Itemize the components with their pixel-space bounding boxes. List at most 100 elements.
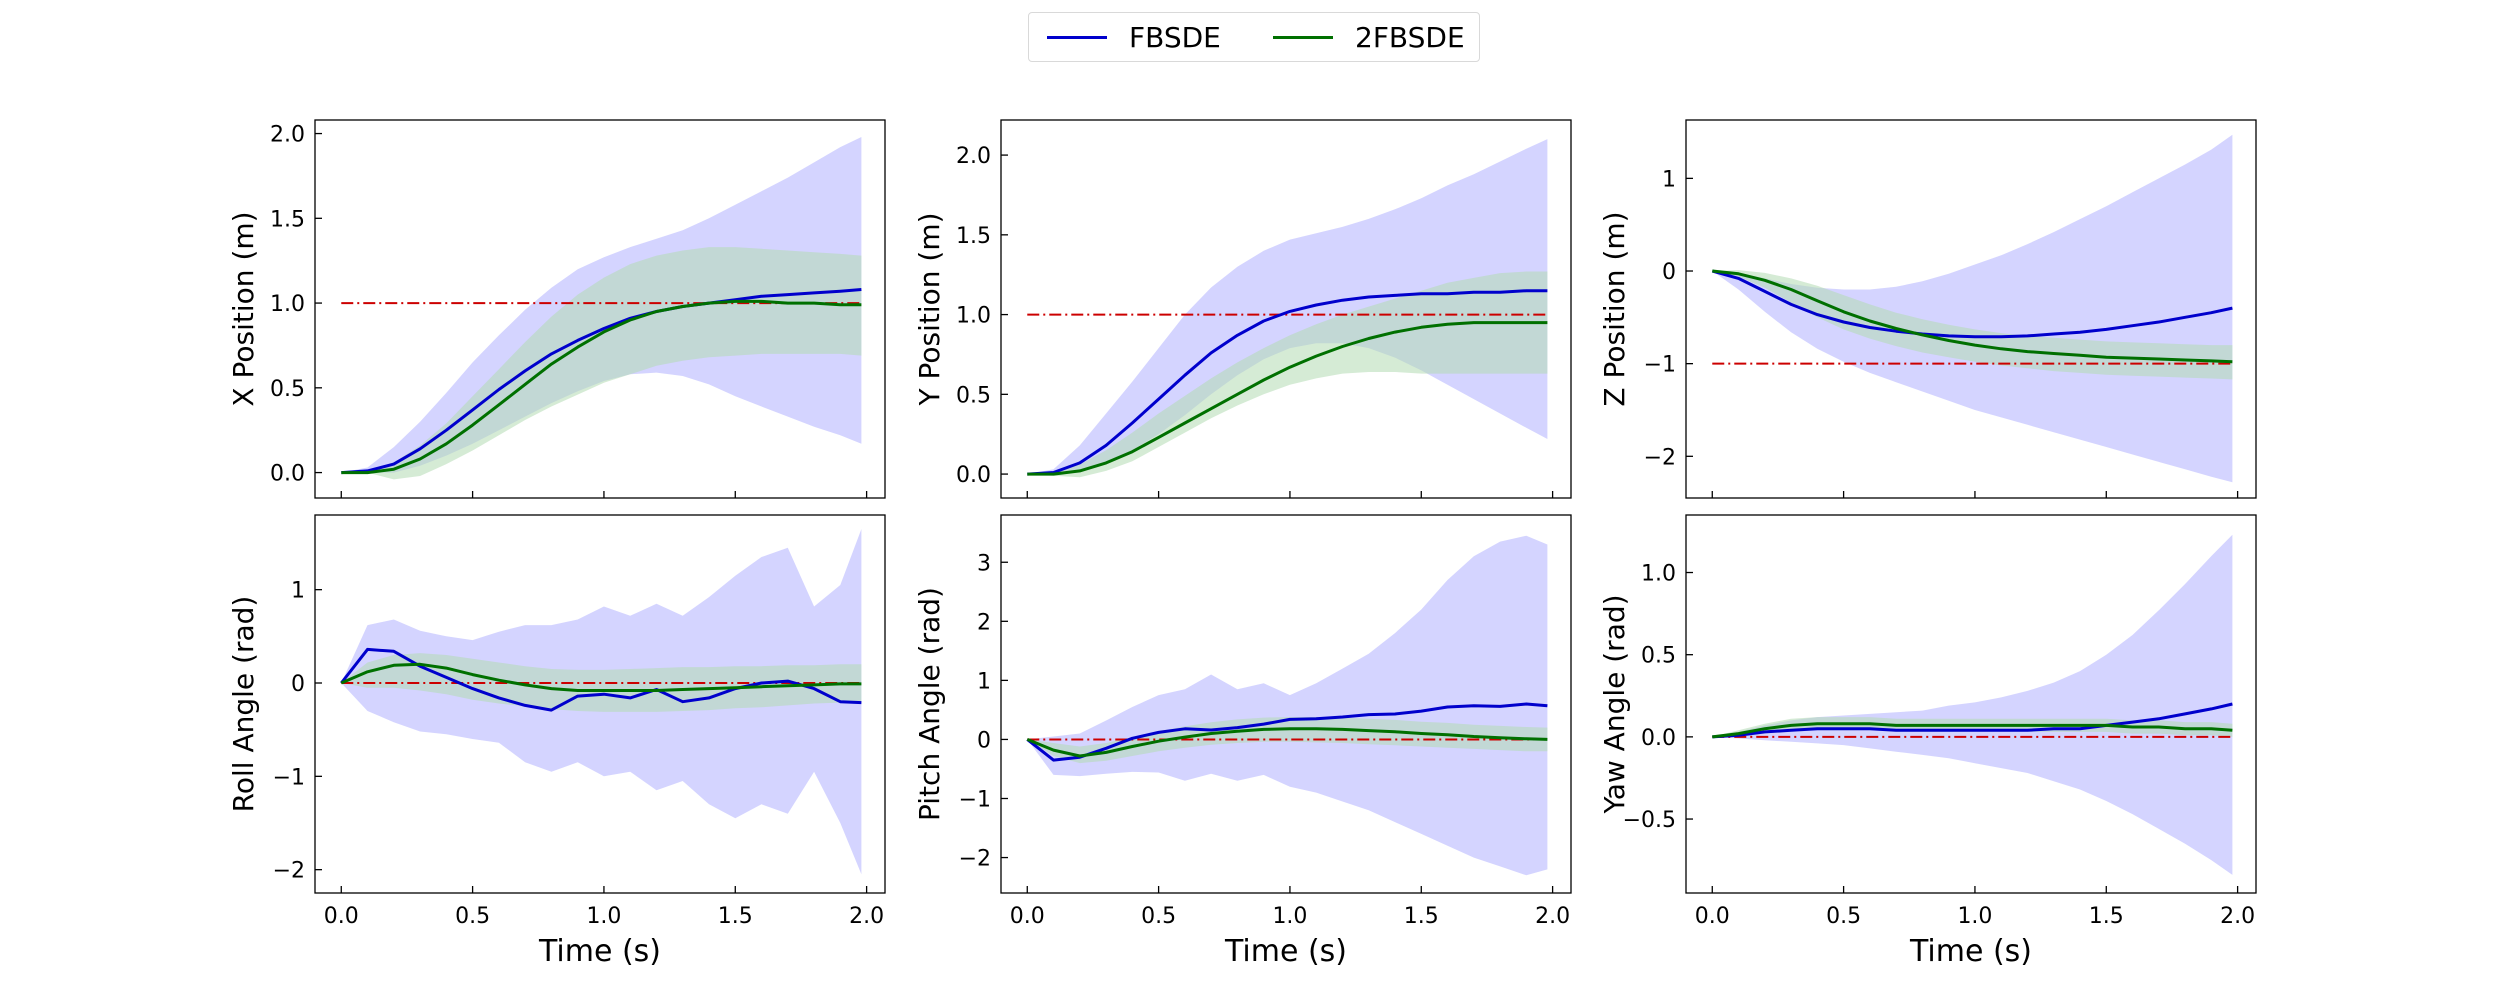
axes-frame xyxy=(1000,514,1572,894)
subplot-1: 0.0 0.5 1.0 1.5 2.0 X Position (m) xyxy=(227,119,886,499)
series-line-fbsde xyxy=(1026,702,1548,762)
legend: FBSDE 2FBSDE xyxy=(1028,12,1480,62)
subplot-6: 0.0 0.5 1.0 1.5 2.0 −0.5 0.0 0.5 1.0 Yaw Angle (r… xyxy=(1598,514,2257,969)
x-axis-label: Time (s) xyxy=(1909,934,2032,969)
y-tick-label: 1.5 xyxy=(956,224,991,249)
legend-label-2fbsde: 2FBSDE xyxy=(1355,20,1465,54)
band-fbsde xyxy=(1027,139,1548,475)
band-2fbsde xyxy=(1712,270,2233,380)
legend-label-fbsde: FBSDE xyxy=(1129,20,1221,54)
axes-frame xyxy=(1685,119,2257,499)
axes-frame xyxy=(314,119,886,499)
series-line-2fbsde xyxy=(341,299,862,475)
axes-frame xyxy=(314,514,886,894)
plot-area xyxy=(1026,535,1548,876)
y-tick-label: −2 xyxy=(1644,445,1676,470)
x-tick-label: 2.0 xyxy=(849,904,884,929)
legend-swatch-2fbsde xyxy=(1273,35,1333,39)
band-2fbsde xyxy=(341,247,862,480)
y-tick-label: 2 xyxy=(977,610,991,635)
band-2fbsde xyxy=(341,653,862,712)
y-tick-label: 0.5 xyxy=(956,383,991,408)
plot-area xyxy=(340,529,862,875)
plot-area xyxy=(341,137,862,480)
y-tick-label: 1.0 xyxy=(270,292,305,317)
y-tick-label: 0 xyxy=(977,728,991,753)
x-tick-label: 1.0 xyxy=(586,904,621,929)
y-tick-label: 2.0 xyxy=(270,123,305,148)
y-axis-label: Y Position (m) xyxy=(913,212,946,406)
x-tick-label: 0.5 xyxy=(455,904,490,929)
y-tick-label: 0.0 xyxy=(956,463,991,488)
y-tick-label: 0.5 xyxy=(270,377,305,402)
y-tick-label: 0 xyxy=(1662,260,1676,285)
x-tick-label: 0.0 xyxy=(1010,904,1045,929)
x-tick-label: 1.5 xyxy=(1404,904,1439,929)
y-tick-label: −1 xyxy=(273,765,305,790)
band-fbsde xyxy=(1027,535,1548,876)
x-tick-label: 1.5 xyxy=(718,904,753,929)
plot-area xyxy=(1712,534,2233,875)
y-axis-label: X Position (m) xyxy=(227,211,260,406)
x-tick-label: 2.0 xyxy=(1535,904,1570,929)
subplot-4: 0.0 0.5 1.0 1.5 2.0 −2 −1 0 1 Roll Angle (rad) Tim… xyxy=(227,514,886,969)
x-tick-label: 0.0 xyxy=(324,904,359,929)
x-axis-label: Time (s) xyxy=(538,934,661,969)
y-tick-label: 0.0 xyxy=(1641,726,1676,751)
y-axis-label: Roll Angle (rad) xyxy=(227,596,260,813)
x-axis-label: Time (s) xyxy=(1224,934,1347,969)
y-tick-label: −1 xyxy=(959,788,991,813)
legend-item-2fbsde: 2FBSDE xyxy=(1273,13,1465,61)
series-line-2fbsde xyxy=(340,662,862,692)
y-tick-label: 1 xyxy=(1662,167,1676,192)
y-tick-label: −1 xyxy=(1644,353,1676,378)
y-tick-label: 3 xyxy=(977,551,991,576)
y-tick-label: 1 xyxy=(291,579,305,604)
band-2fbsde xyxy=(1712,717,2233,737)
x-tick-label: 1.0 xyxy=(1957,904,1992,929)
plot-area xyxy=(1027,139,1548,478)
x-tick-label: 1.5 xyxy=(2089,904,2124,929)
y-tick-label: 1.0 xyxy=(956,304,991,329)
y-tick-label: −0.5 xyxy=(1623,808,1676,833)
y-tick-label: 0.0 xyxy=(270,462,305,487)
subplot-3: −2 −1 0 1 Z Position (m) xyxy=(1598,119,2257,499)
axes-frame xyxy=(1000,119,1572,499)
band-fbsde xyxy=(1712,134,2233,483)
axes-frame xyxy=(1685,514,2257,894)
y-axis-label: Z Position (m) xyxy=(1598,211,1631,406)
y-tick-label: −2 xyxy=(273,859,305,884)
y-tick-label: −2 xyxy=(959,847,991,872)
x-tick-label: 0.0 xyxy=(1695,904,1730,929)
series-line-2fbsde xyxy=(1027,321,1548,476)
series-line-2fbsde xyxy=(1712,269,2233,364)
legend-item-fbsde: FBSDE xyxy=(1047,13,1221,61)
series-line-fbsde xyxy=(1711,269,2233,339)
subplot-2: 0.0 0.5 1.0 1.5 2.0 Y Position (m) xyxy=(913,119,1572,499)
band-fbsde xyxy=(1712,534,2233,875)
x-tick-label: 1.0 xyxy=(1272,904,1307,929)
series-line-2fbsde xyxy=(1026,727,1548,758)
y-tick-label: 1.5 xyxy=(270,207,305,232)
series-line-fbsde xyxy=(340,647,862,712)
y-tick-label: 2.0 xyxy=(956,144,991,169)
band-2fbsde xyxy=(1027,271,1548,478)
series-line-fbsde xyxy=(1027,289,1548,476)
series-line-fbsde xyxy=(1712,702,2233,739)
x-tick-label: 0.5 xyxy=(1141,904,1176,929)
y-tick-label: 1.0 xyxy=(1641,562,1676,587)
plot-area xyxy=(1711,134,2233,483)
series-line-2fbsde xyxy=(1712,722,2233,739)
y-tick-label: 1 xyxy=(977,669,991,694)
x-tick-label: 0.5 xyxy=(1826,904,1861,929)
band-2fbsde xyxy=(1027,717,1548,764)
x-tick-label: 2.0 xyxy=(2220,904,2255,929)
y-axis-label: Yaw Angle (rad) xyxy=(1598,594,1631,814)
y-axis-label: Pitch Angle (rad) xyxy=(913,587,946,821)
series-line-fbsde xyxy=(341,288,862,475)
y-tick-label: 0 xyxy=(291,672,305,697)
legend-swatch-fbsde xyxy=(1047,35,1107,39)
subplot-5: 0.0 0.5 1.0 1.5 2.0 −2 −1 0 1 2 3 Pitch Angle (rad)… xyxy=(913,514,1572,969)
y-tick-label: 0.5 xyxy=(1641,644,1676,669)
